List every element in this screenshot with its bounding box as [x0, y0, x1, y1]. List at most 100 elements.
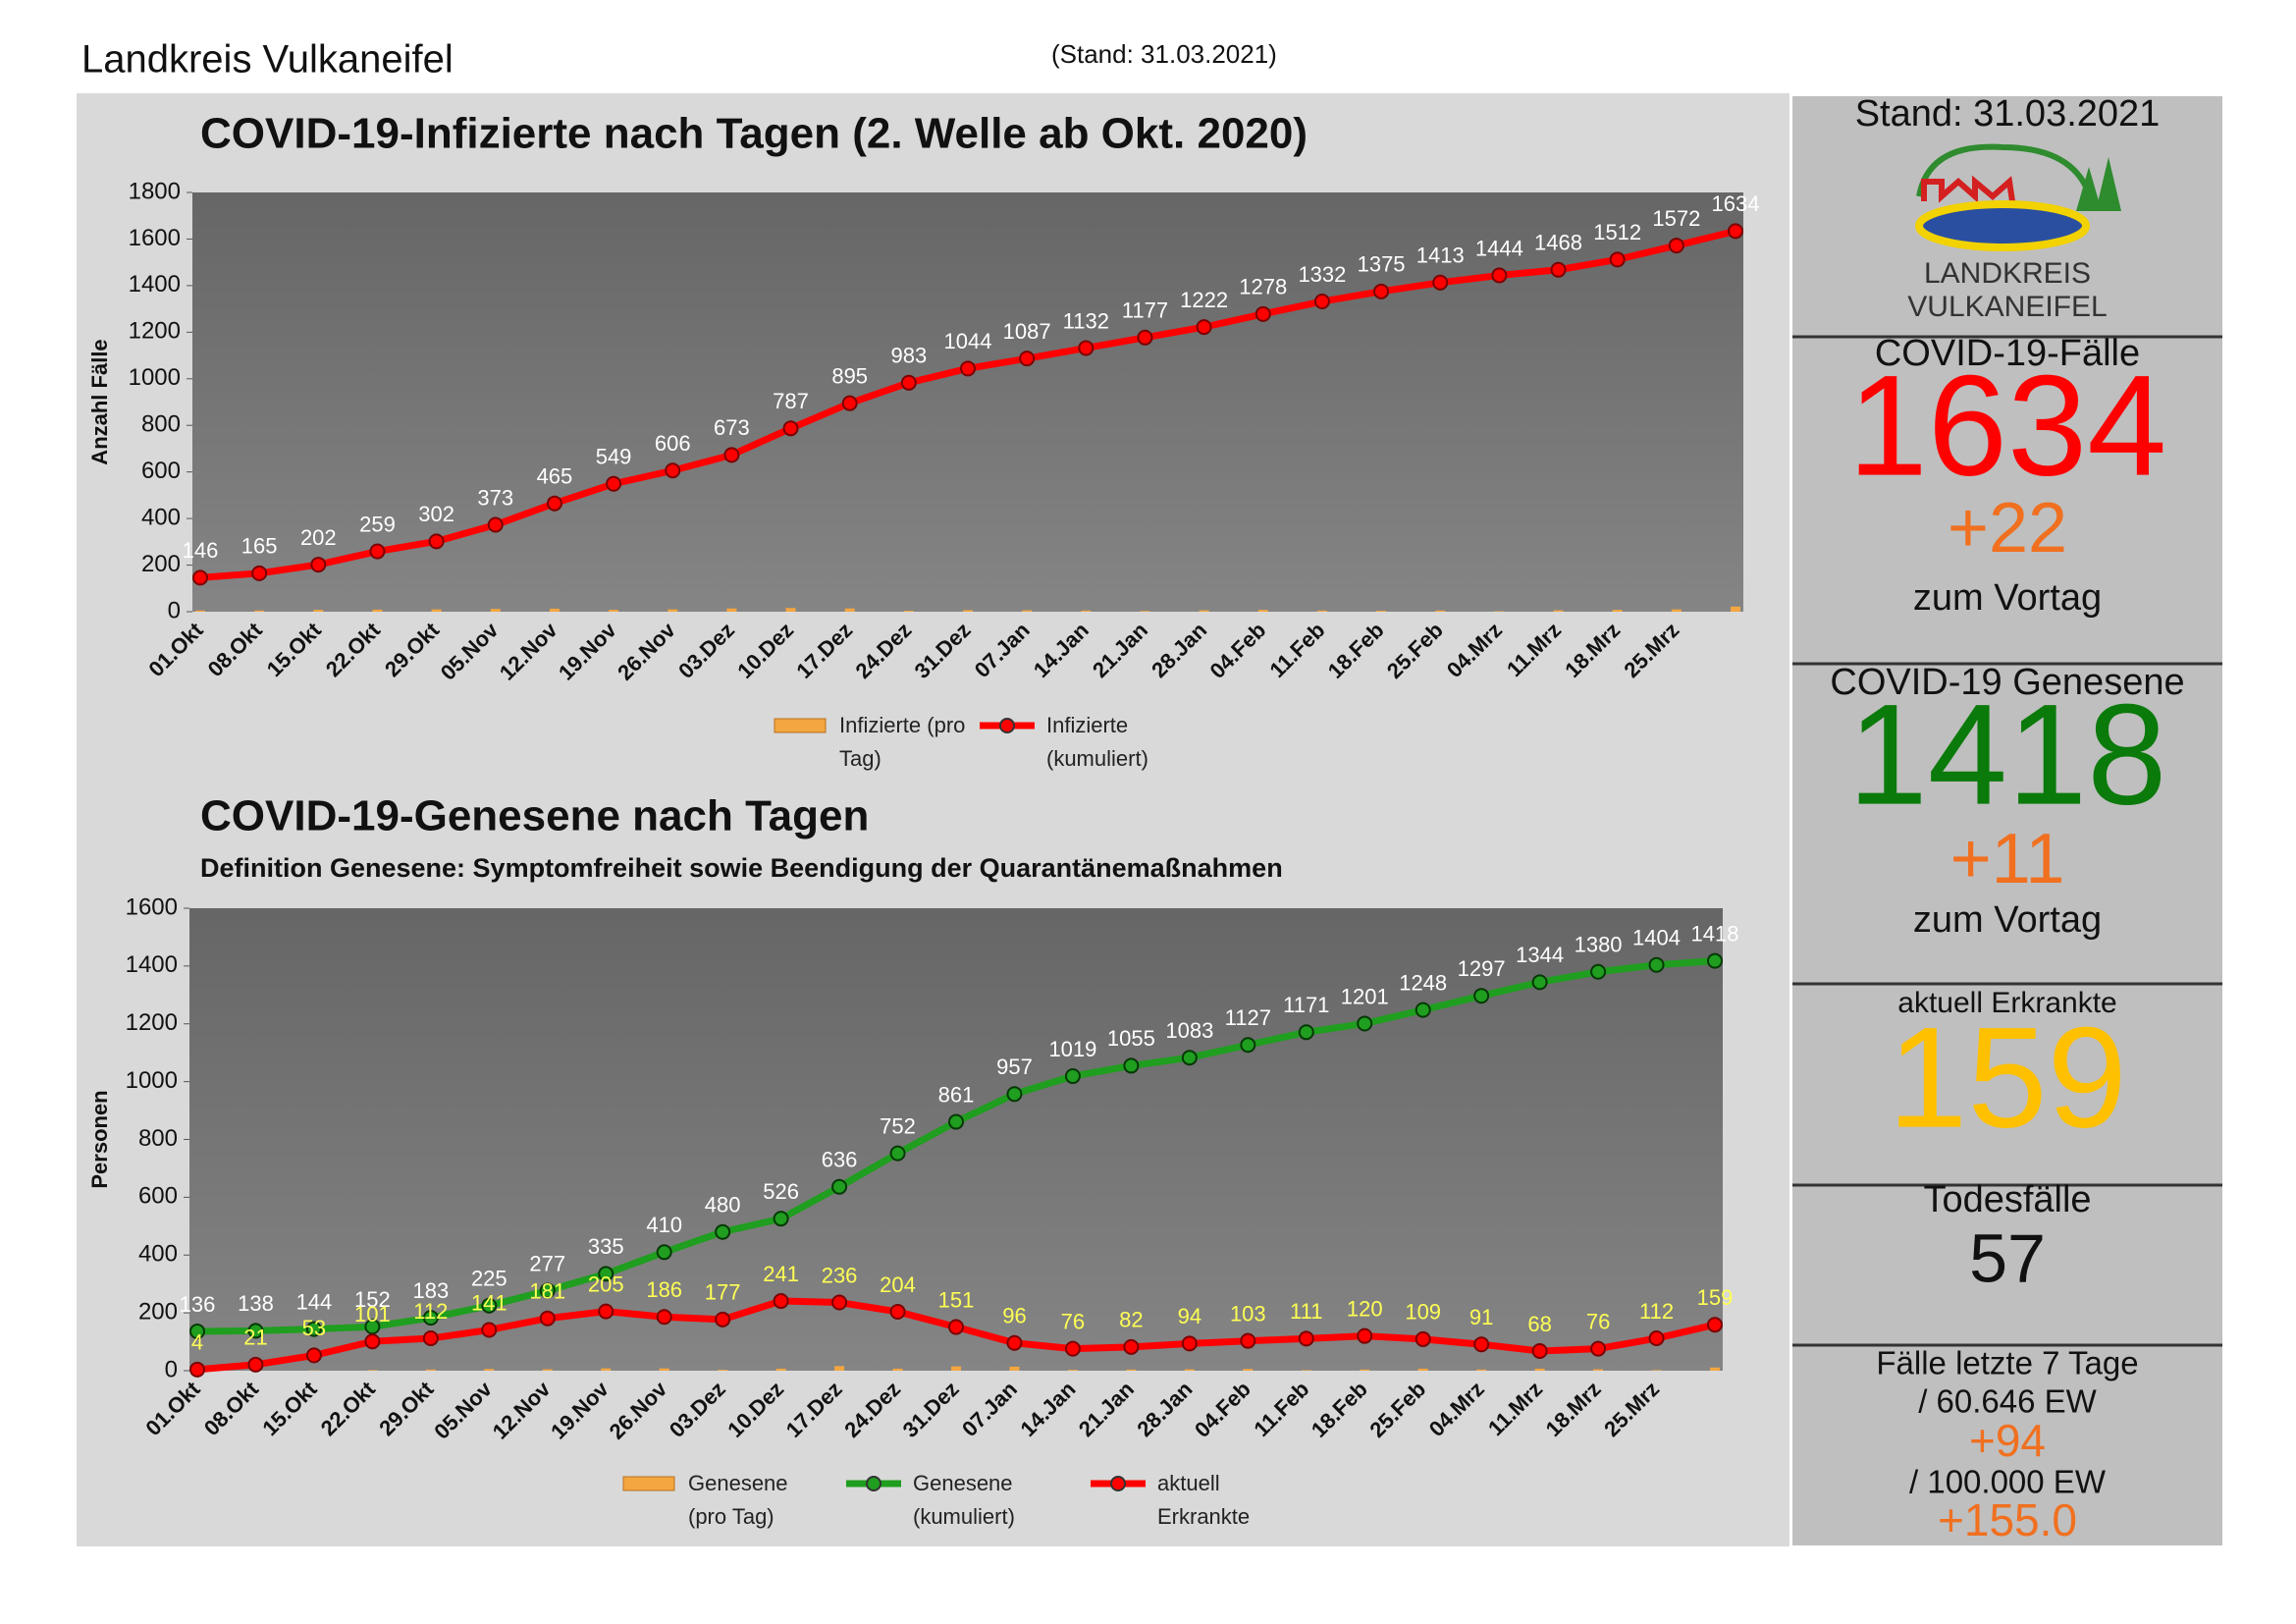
y-tick-label: 0: [168, 597, 181, 623]
marker: [598, 1266, 614, 1282]
data-label: 1375: [1358, 252, 1406, 277]
marker: [1181, 1050, 1198, 1066]
data-label: 673: [714, 415, 750, 440]
bar: [1360, 1369, 1370, 1371]
data-label: 526: [763, 1179, 799, 1204]
data-label: 302: [418, 502, 454, 526]
bar: [1476, 1369, 1487, 1371]
legend-swatch-marker: [999, 718, 1015, 733]
data-label: 1413: [1416, 244, 1465, 268]
marker: [900, 374, 917, 391]
data-label: 138: [238, 1291, 274, 1316]
panel-week-incidence: +155.0: [1938, 1494, 2077, 1545]
bar: [609, 610, 619, 612]
data-label: 1171: [1283, 993, 1329, 1017]
marker: [656, 1309, 672, 1326]
marker: [1473, 988, 1490, 1004]
chart-subtitle: Definition Genesene: Symptomfreiheit sow…: [200, 853, 1283, 883]
data-label: 1055: [1107, 1026, 1155, 1051]
data-label: 236: [822, 1263, 858, 1287]
data-label: 76: [1061, 1309, 1085, 1333]
marker: [422, 1310, 439, 1326]
bar: [1534, 1368, 1545, 1371]
marker: [1006, 1334, 1023, 1351]
data-label: 861: [938, 1082, 975, 1107]
marker: [1373, 283, 1390, 299]
bar: [1009, 1366, 1020, 1371]
data-label: 1572: [1652, 206, 1700, 231]
marker: [1123, 1057, 1140, 1074]
legend-item: Genesene (pro Tag): [619, 1467, 821, 1534]
bar: [718, 1370, 728, 1371]
data-label: 76: [1586, 1309, 1610, 1333]
data-label: 151: [938, 1287, 975, 1312]
marker: [889, 1145, 906, 1162]
data-label: 1132: [1063, 308, 1109, 333]
bar: [844, 608, 855, 612]
marker: [715, 1223, 731, 1240]
bar: [542, 1369, 553, 1371]
marker: [831, 1178, 848, 1195]
data-label: 1201: [1341, 984, 1389, 1008]
y-tick-label: 800: [141, 411, 181, 438]
y-tick-label: 1200: [126, 1009, 178, 1036]
data-label: 120: [1347, 1296, 1383, 1321]
data-label: 259: [359, 512, 396, 536]
marker: [251, 565, 268, 581]
bar: [1417, 1368, 1428, 1371]
panel-stand: Stand: 31.03.2021: [1855, 93, 2161, 135]
legend-item: aktuell Erkrankte: [1089, 1467, 1290, 1534]
panel-cases-label: COVID-19-Fälle: [1875, 333, 2140, 374]
data-label: 112: [413, 1299, 448, 1324]
data-label: 480: [705, 1193, 741, 1218]
bar: [834, 1366, 845, 1371]
y-tick-label: 1400: [126, 951, 178, 978]
marker: [192, 569, 208, 586]
data-label: 752: [880, 1113, 916, 1138]
data-label: 183: [412, 1278, 449, 1303]
y-axis-label: Anzahl Fälle: [87, 339, 112, 464]
marker: [481, 1297, 498, 1314]
page-title: Landkreis Vulkaneifel: [81, 38, 454, 81]
marker: [369, 543, 386, 560]
data-label: 636: [822, 1148, 858, 1172]
bar: [903, 611, 914, 612]
data-label: 159: [1697, 1285, 1734, 1310]
marker: [1590, 963, 1607, 980]
panel-cases-delta: +22: [1948, 489, 2067, 568]
legend-swatch-marker: [1110, 1476, 1126, 1491]
marker: [841, 395, 858, 411]
marker: [487, 516, 504, 533]
marker: [1473, 1336, 1490, 1353]
bar: [601, 1368, 612, 1371]
marker: [1357, 1327, 1373, 1344]
marker: [1078, 340, 1095, 356]
marker: [1531, 974, 1548, 991]
data-label: 205: [588, 1272, 624, 1296]
bar: [1184, 1369, 1195, 1371]
marker: [481, 1322, 498, 1338]
logo: [1915, 143, 2121, 251]
y-tick-label: 0: [165, 1356, 178, 1382]
panel-active: 159: [1888, 998, 2127, 1158]
legend-swatch: [622, 1476, 675, 1491]
marker: [1181, 1335, 1198, 1352]
data-label: 1418: [1691, 921, 1739, 946]
data-label: 1248: [1399, 970, 1447, 995]
legend-item: Infizierte (pro Tag): [771, 709, 972, 776]
panel-week-label: Fälle letzte 7 Tage: [1876, 1345, 2138, 1381]
legend-swatch: [846, 1476, 901, 1491]
data-label: 787: [773, 389, 809, 413]
panel-cases: 1634: [1848, 346, 2167, 506]
marker: [1019, 351, 1036, 367]
bar: [1243, 1369, 1254, 1371]
marker: [1648, 956, 1665, 973]
marker: [1137, 329, 1153, 346]
y-axis-label: Personen: [87, 1090, 112, 1188]
legend-label: Infizierte (pro Tag): [839, 713, 966, 771]
marker: [1006, 1086, 1023, 1103]
bar: [484, 1369, 495, 1371]
marker: [546, 495, 562, 512]
marker: [782, 420, 799, 437]
